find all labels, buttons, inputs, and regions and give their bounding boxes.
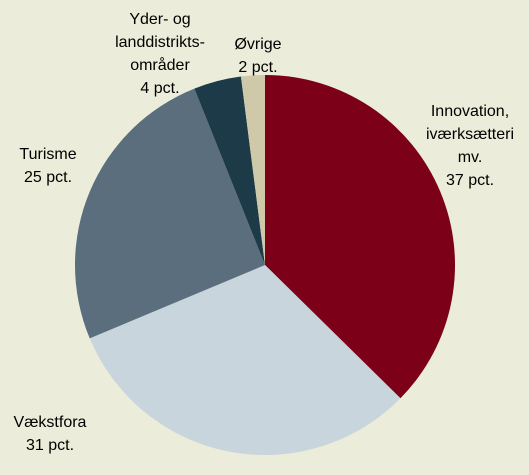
pie-slice [240,75,265,265]
value-label: 4 pct. [140,80,179,97]
value-label: 37 pct. [446,172,494,189]
slice-label-line: Innovation, [431,103,509,120]
slice-label: Yder- og landdistrikts-områder [115,11,205,74]
slice-label-line: områder [130,56,190,74]
slice-label: Øvrige [234,36,281,53]
value-label: 31 pct. [26,437,74,454]
slice-label-line: Yder- og [129,11,190,28]
slice-label: Innovation, iværksætteri mv. [426,103,514,166]
slice-label-line: Øvrige [234,36,281,53]
slice-label-line: iværksætteri [426,126,514,143]
slice-label-line: landdistrikts- [115,34,205,51]
slice-label: Turisme [19,146,76,163]
value-label: 25 pct. [24,169,72,186]
slice-label-line: Turisme [19,146,76,163]
pie-slice [89,265,401,456]
slice-label: Vækstfora [14,414,87,431]
pie-slice [194,76,265,265]
pie-slice [75,88,265,339]
pie-slice [265,75,456,399]
value-label: 2 pct. [238,59,277,76]
slice-label-line: Vækstfora [14,414,87,431]
slice-label-line: mv. [458,149,483,166]
